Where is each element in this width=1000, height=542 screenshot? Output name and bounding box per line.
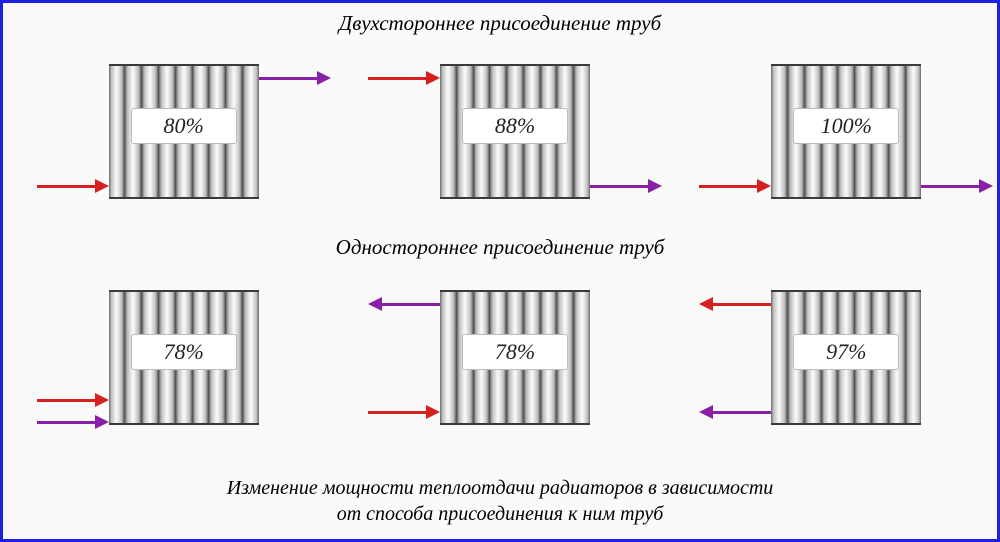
radiator-fin [905, 66, 922, 197]
outlet-arrow-icon [590, 184, 662, 188]
radiator-fin [573, 66, 590, 197]
inlet-arrow-icon [699, 302, 771, 306]
inlet-arrow-icon [37, 398, 109, 402]
inlet-arrow-icon [37, 184, 109, 188]
efficiency-label: 78% [462, 334, 568, 370]
radiator-fin [109, 66, 125, 197]
outlet-arrow-icon [699, 410, 771, 414]
outlet-arrow-icon [921, 184, 993, 188]
efficiency-label: 97% [793, 334, 899, 370]
radiator-fin [242, 66, 259, 197]
row-1: 80% 88% 100% [3, 39, 997, 219]
caption: Изменение мощности теплоотдачи радиаторо… [3, 475, 997, 527]
diagram-2-2: 78% [350, 270, 650, 440]
efficiency-label: 100% [793, 108, 899, 144]
diagram-1-3: 100% [681, 44, 981, 214]
radiator-fin [573, 292, 590, 423]
title-middle: Одностороннее присоединение труб [3, 235, 997, 260]
diagram-1-1: 80% [19, 44, 319, 214]
efficiency-label: 88% [462, 108, 568, 144]
diagram-2-3: 97% [681, 270, 981, 440]
inlet-arrow-icon [368, 76, 440, 80]
outlet-arrow-icon [368, 302, 440, 306]
radiator-fin [440, 66, 456, 197]
diagram-frame: Двухстороннее присоединение труб 80% 88%… [0, 0, 1000, 542]
caption-line-2: от способа присоединения к ним труб [337, 503, 664, 525]
radiator-fin [109, 292, 125, 423]
row-2: 78% 78% 97% [3, 265, 997, 445]
radiator-fin [440, 292, 456, 423]
diagram-2-1: 78% [19, 270, 319, 440]
title-top: Двухстороннее присоединение труб [3, 11, 997, 36]
radiator-fin [771, 292, 787, 423]
outlet-arrow-icon [37, 420, 109, 424]
radiator-fin [905, 292, 922, 423]
efficiency-label: 80% [131, 108, 237, 144]
efficiency-label: 78% [131, 334, 237, 370]
diagram-1-2: 88% [350, 44, 650, 214]
inlet-arrow-icon [699, 184, 771, 188]
inlet-arrow-icon [368, 410, 440, 414]
outlet-arrow-icon [259, 76, 331, 80]
caption-line-1: Изменение мощности теплоотдачи радиаторо… [227, 477, 774, 499]
radiator-fin [771, 66, 787, 197]
radiator-fin [242, 292, 259, 423]
